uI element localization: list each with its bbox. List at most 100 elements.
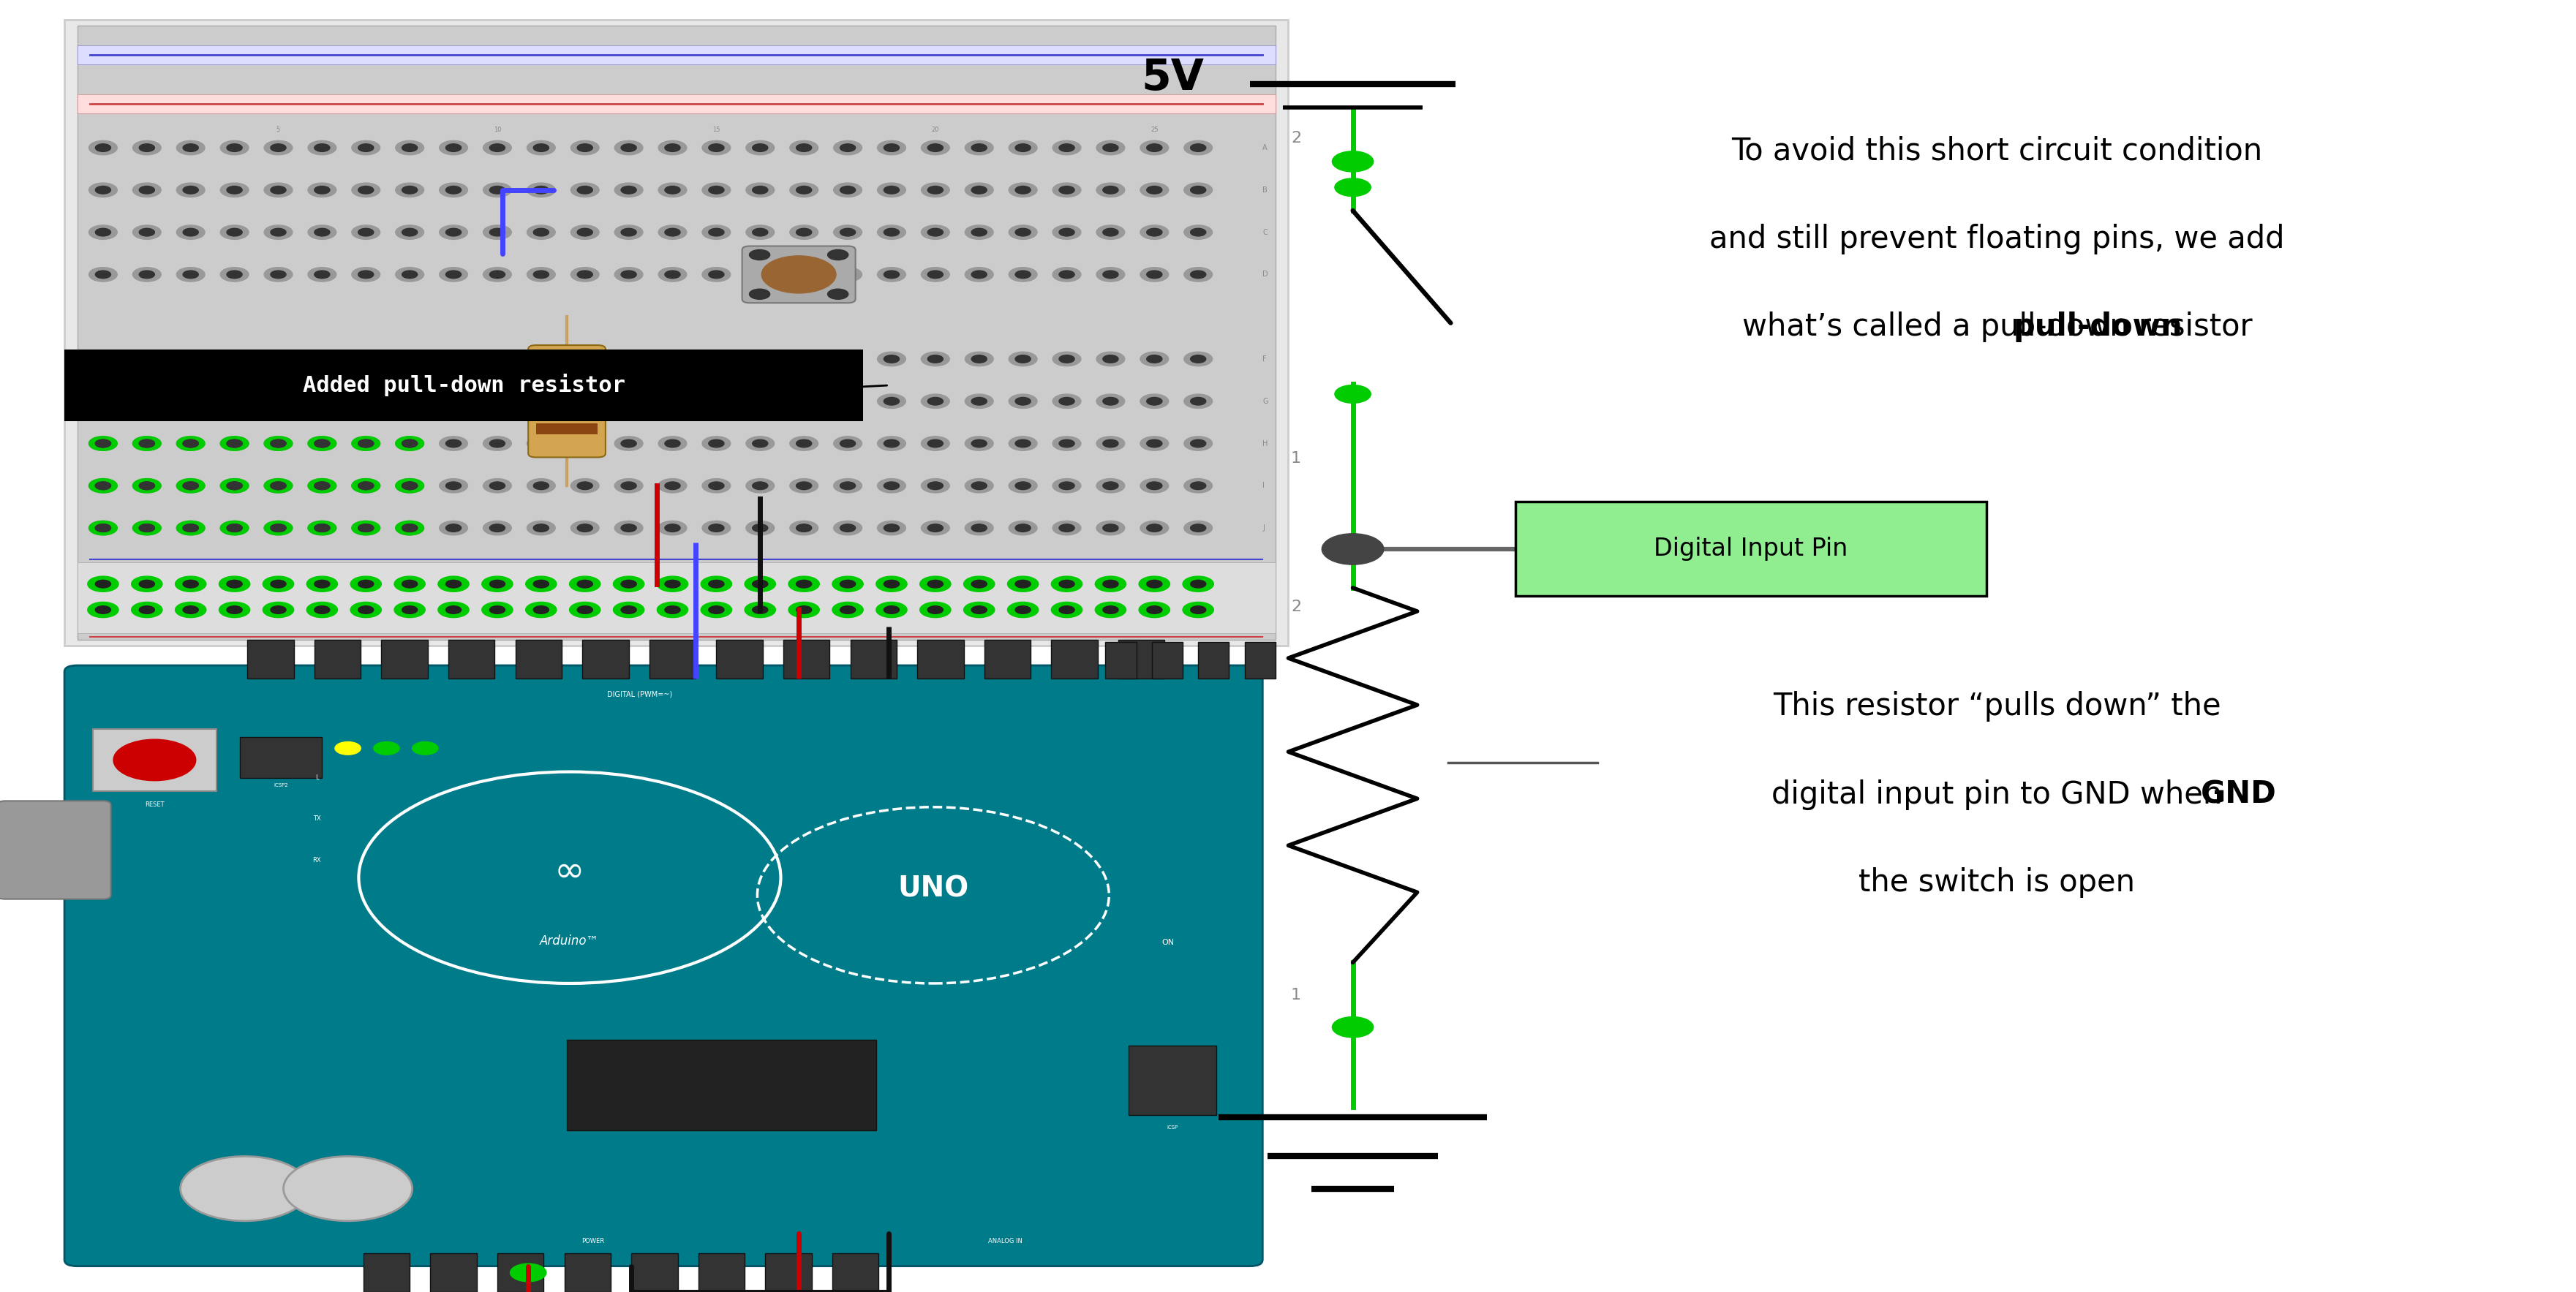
Text: ANALOG IN: ANALOG IN [987, 1238, 1023, 1244]
Circle shape [270, 186, 286, 194]
Circle shape [358, 482, 374, 490]
Circle shape [1007, 141, 1036, 155]
Text: RX: RX [312, 857, 322, 863]
Circle shape [744, 521, 773, 535]
Circle shape [1190, 186, 1206, 194]
Circle shape [752, 525, 768, 532]
Circle shape [183, 439, 198, 447]
Circle shape [577, 482, 592, 490]
Circle shape [175, 394, 206, 408]
Circle shape [621, 229, 636, 236]
Circle shape [314, 525, 330, 532]
Circle shape [358, 186, 374, 194]
Circle shape [613, 437, 644, 451]
Circle shape [510, 1264, 546, 1282]
FancyBboxPatch shape [742, 245, 855, 302]
Circle shape [175, 478, 206, 492]
Circle shape [1190, 398, 1206, 406]
Circle shape [1059, 143, 1074, 151]
Circle shape [227, 186, 242, 194]
Circle shape [482, 576, 513, 592]
Text: H: H [1262, 439, 1267, 447]
Circle shape [613, 478, 644, 492]
Circle shape [309, 437, 335, 451]
Circle shape [227, 439, 242, 447]
Circle shape [139, 270, 155, 278]
Circle shape [569, 267, 598, 282]
Bar [536, 377, 598, 388]
Circle shape [219, 141, 247, 155]
Circle shape [665, 186, 680, 194]
Circle shape [621, 398, 636, 406]
Circle shape [876, 602, 907, 618]
Circle shape [1146, 525, 1162, 532]
Circle shape [350, 437, 381, 451]
Circle shape [139, 186, 155, 194]
Circle shape [528, 141, 556, 155]
Circle shape [183, 525, 198, 532]
Circle shape [528, 394, 556, 408]
Circle shape [1182, 478, 1213, 492]
Circle shape [1146, 439, 1162, 447]
Circle shape [621, 186, 636, 194]
Circle shape [95, 482, 111, 490]
Circle shape [113, 739, 196, 780]
Circle shape [95, 482, 111, 490]
Circle shape [876, 394, 907, 408]
FancyBboxPatch shape [64, 665, 1262, 1266]
Circle shape [577, 143, 592, 151]
Circle shape [788, 478, 819, 492]
Circle shape [569, 394, 598, 408]
Circle shape [183, 229, 198, 236]
Circle shape [752, 439, 768, 447]
Circle shape [577, 439, 592, 447]
Circle shape [309, 394, 335, 408]
Circle shape [971, 229, 987, 236]
Circle shape [1182, 225, 1213, 239]
Circle shape [219, 521, 247, 535]
Circle shape [927, 439, 943, 447]
Circle shape [88, 351, 116, 366]
Text: Arduino™: Arduino™ [541, 934, 600, 947]
Circle shape [402, 439, 417, 447]
Circle shape [788, 437, 819, 451]
Circle shape [884, 439, 899, 447]
Circle shape [227, 398, 242, 406]
Circle shape [577, 398, 592, 406]
Text: POWER: POWER [582, 1238, 603, 1244]
Circle shape [1015, 270, 1030, 278]
Circle shape [1007, 267, 1036, 282]
Circle shape [95, 398, 111, 406]
Circle shape [139, 606, 155, 614]
Circle shape [350, 602, 381, 618]
Circle shape [270, 143, 286, 151]
Circle shape [265, 267, 291, 282]
Circle shape [270, 355, 286, 363]
Circle shape [183, 143, 198, 151]
Circle shape [621, 143, 636, 151]
Circle shape [139, 143, 155, 151]
Circle shape [446, 606, 461, 614]
Circle shape [1015, 355, 1030, 363]
Circle shape [1146, 270, 1162, 278]
Circle shape [219, 602, 250, 618]
Circle shape [1015, 580, 1030, 588]
Circle shape [796, 482, 811, 490]
Circle shape [446, 229, 461, 236]
Circle shape [1139, 141, 1170, 155]
Circle shape [265, 141, 291, 155]
Circle shape [621, 355, 636, 363]
Circle shape [175, 437, 206, 451]
Circle shape [175, 521, 206, 535]
FancyBboxPatch shape [850, 640, 896, 678]
Circle shape [1139, 225, 1170, 239]
Circle shape [394, 225, 422, 239]
Circle shape [139, 525, 155, 532]
Circle shape [659, 521, 685, 535]
Circle shape [744, 602, 775, 618]
Circle shape [88, 478, 116, 492]
FancyBboxPatch shape [917, 640, 963, 678]
Circle shape [88, 602, 118, 618]
Circle shape [963, 225, 994, 239]
Circle shape [309, 521, 335, 535]
